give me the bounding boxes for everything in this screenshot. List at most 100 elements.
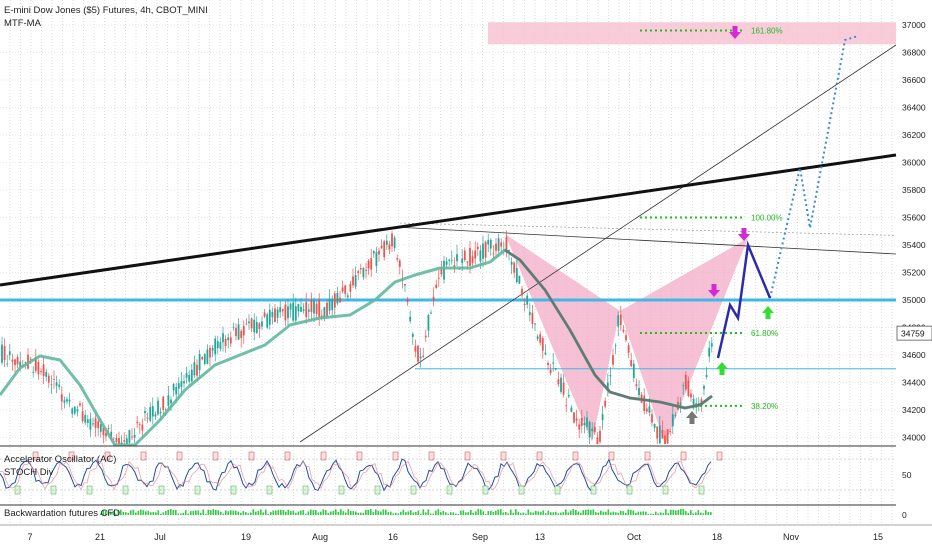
bw-bar [672, 509, 675, 515]
bw-bar [620, 510, 622, 515]
bw-bar [442, 510, 445, 515]
candle [417, 345, 419, 362]
candle [328, 298, 331, 311]
time-tick: Sep [472, 532, 488, 542]
candle [562, 382, 565, 395]
bw-bar [650, 513, 652, 515]
osc-tick: 50 [902, 470, 912, 480]
bw-bar [177, 513, 180, 515]
candle [102, 427, 105, 436]
candle [560, 377, 562, 392]
bw-bar [700, 512, 702, 515]
candle [1, 344, 3, 363]
oscillator-label-stoch[interactable]: STOCH Div [4, 467, 54, 478]
bw-bar [572, 509, 575, 515]
price-tick: 35400 [902, 240, 926, 250]
bw-bar [337, 511, 340, 515]
candle [144, 411, 146, 414]
candle [32, 371, 35, 373]
bw-bar [600, 510, 602, 515]
candle [362, 267, 365, 278]
bw-bar [512, 513, 515, 515]
candle [50, 384, 53, 386]
bw-bar [480, 509, 482, 515]
candle [245, 323, 248, 325]
bw-bar [630, 509, 632, 515]
indicator-label[interactable]: MTF-MA [4, 18, 41, 29]
candle [359, 268, 362, 270]
candle [690, 393, 692, 398]
bw-bar [190, 511, 192, 515]
candle [131, 436, 133, 438]
bw-bar [387, 512, 390, 515]
candle [411, 333, 414, 337]
candle [281, 309, 284, 312]
candle [287, 306, 289, 319]
candle [297, 304, 300, 312]
candle [248, 321, 250, 324]
candle [141, 424, 144, 431]
candle [305, 302, 308, 318]
candle [463, 250, 466, 261]
price-tick: 36600 [902, 75, 926, 85]
bw-bar [445, 512, 447, 515]
fib-label-f618: 61.80% [751, 329, 778, 338]
osc-marker [536, 451, 543, 461]
price-tick: 36800 [902, 48, 926, 58]
candle [235, 327, 237, 337]
candle [658, 425, 661, 444]
bw-bar [682, 509, 685, 515]
bw-bar [322, 509, 325, 515]
bw-bar [500, 509, 502, 515]
bw-bar [345, 512, 347, 515]
bw-bar [577, 511, 580, 515]
candle [679, 402, 682, 406]
bw-bar [117, 510, 120, 515]
candle [591, 428, 594, 432]
candle [55, 382, 58, 386]
dotted-projection [769, 35, 859, 299]
bw-bar [460, 510, 462, 515]
candle [92, 423, 94, 425]
candle [692, 398, 695, 408]
time-axis: 7 21 Jul 19 Aug 16 Sep 13 Oct 18 Nov 15 [27, 532, 883, 542]
bw-bar [532, 512, 535, 515]
bw-bar [255, 511, 257, 515]
candle [198, 354, 201, 371]
bw-bar [425, 512, 427, 515]
candle [487, 239, 490, 245]
bw-bar [332, 510, 335, 515]
candle [380, 245, 383, 249]
candle [177, 383, 180, 389]
bw-bar [180, 513, 182, 515]
bw-bar [300, 510, 302, 515]
candle [289, 303, 292, 310]
symbol-title[interactable]: E-mini Dow Jones ($5) Futures, 4h, CBOT_… [4, 5, 208, 16]
bw-bar [120, 509, 122, 515]
price-tick: 36200 [902, 130, 926, 140]
candle [60, 394, 63, 402]
candle [554, 368, 557, 370]
candle [357, 271, 360, 274]
bw-bar [677, 509, 680, 515]
bw-bar [185, 510, 187, 515]
time-tick: 18 [712, 532, 722, 542]
osc-marker [392, 451, 399, 461]
candle [222, 333, 224, 343]
candle [37, 362, 40, 375]
candle [523, 303, 526, 305]
arrow-up-icon [716, 362, 728, 375]
candle [45, 371, 48, 377]
oscillator-label-ac[interactable]: Accelerator Oscillator (AC) [4, 454, 117, 465]
oscillator-label-backwardation[interactable]: Backwardation futures CFD [4, 508, 121, 519]
bw-bar [610, 512, 612, 515]
candle [110, 431, 113, 440]
candle [47, 375, 50, 383]
candle [567, 395, 570, 397]
price-tick: 36400 [902, 103, 926, 113]
time-tick: 7 [27, 532, 32, 542]
candle [209, 347, 211, 358]
bw-bar [292, 510, 295, 515]
bw-bar [647, 513, 650, 515]
